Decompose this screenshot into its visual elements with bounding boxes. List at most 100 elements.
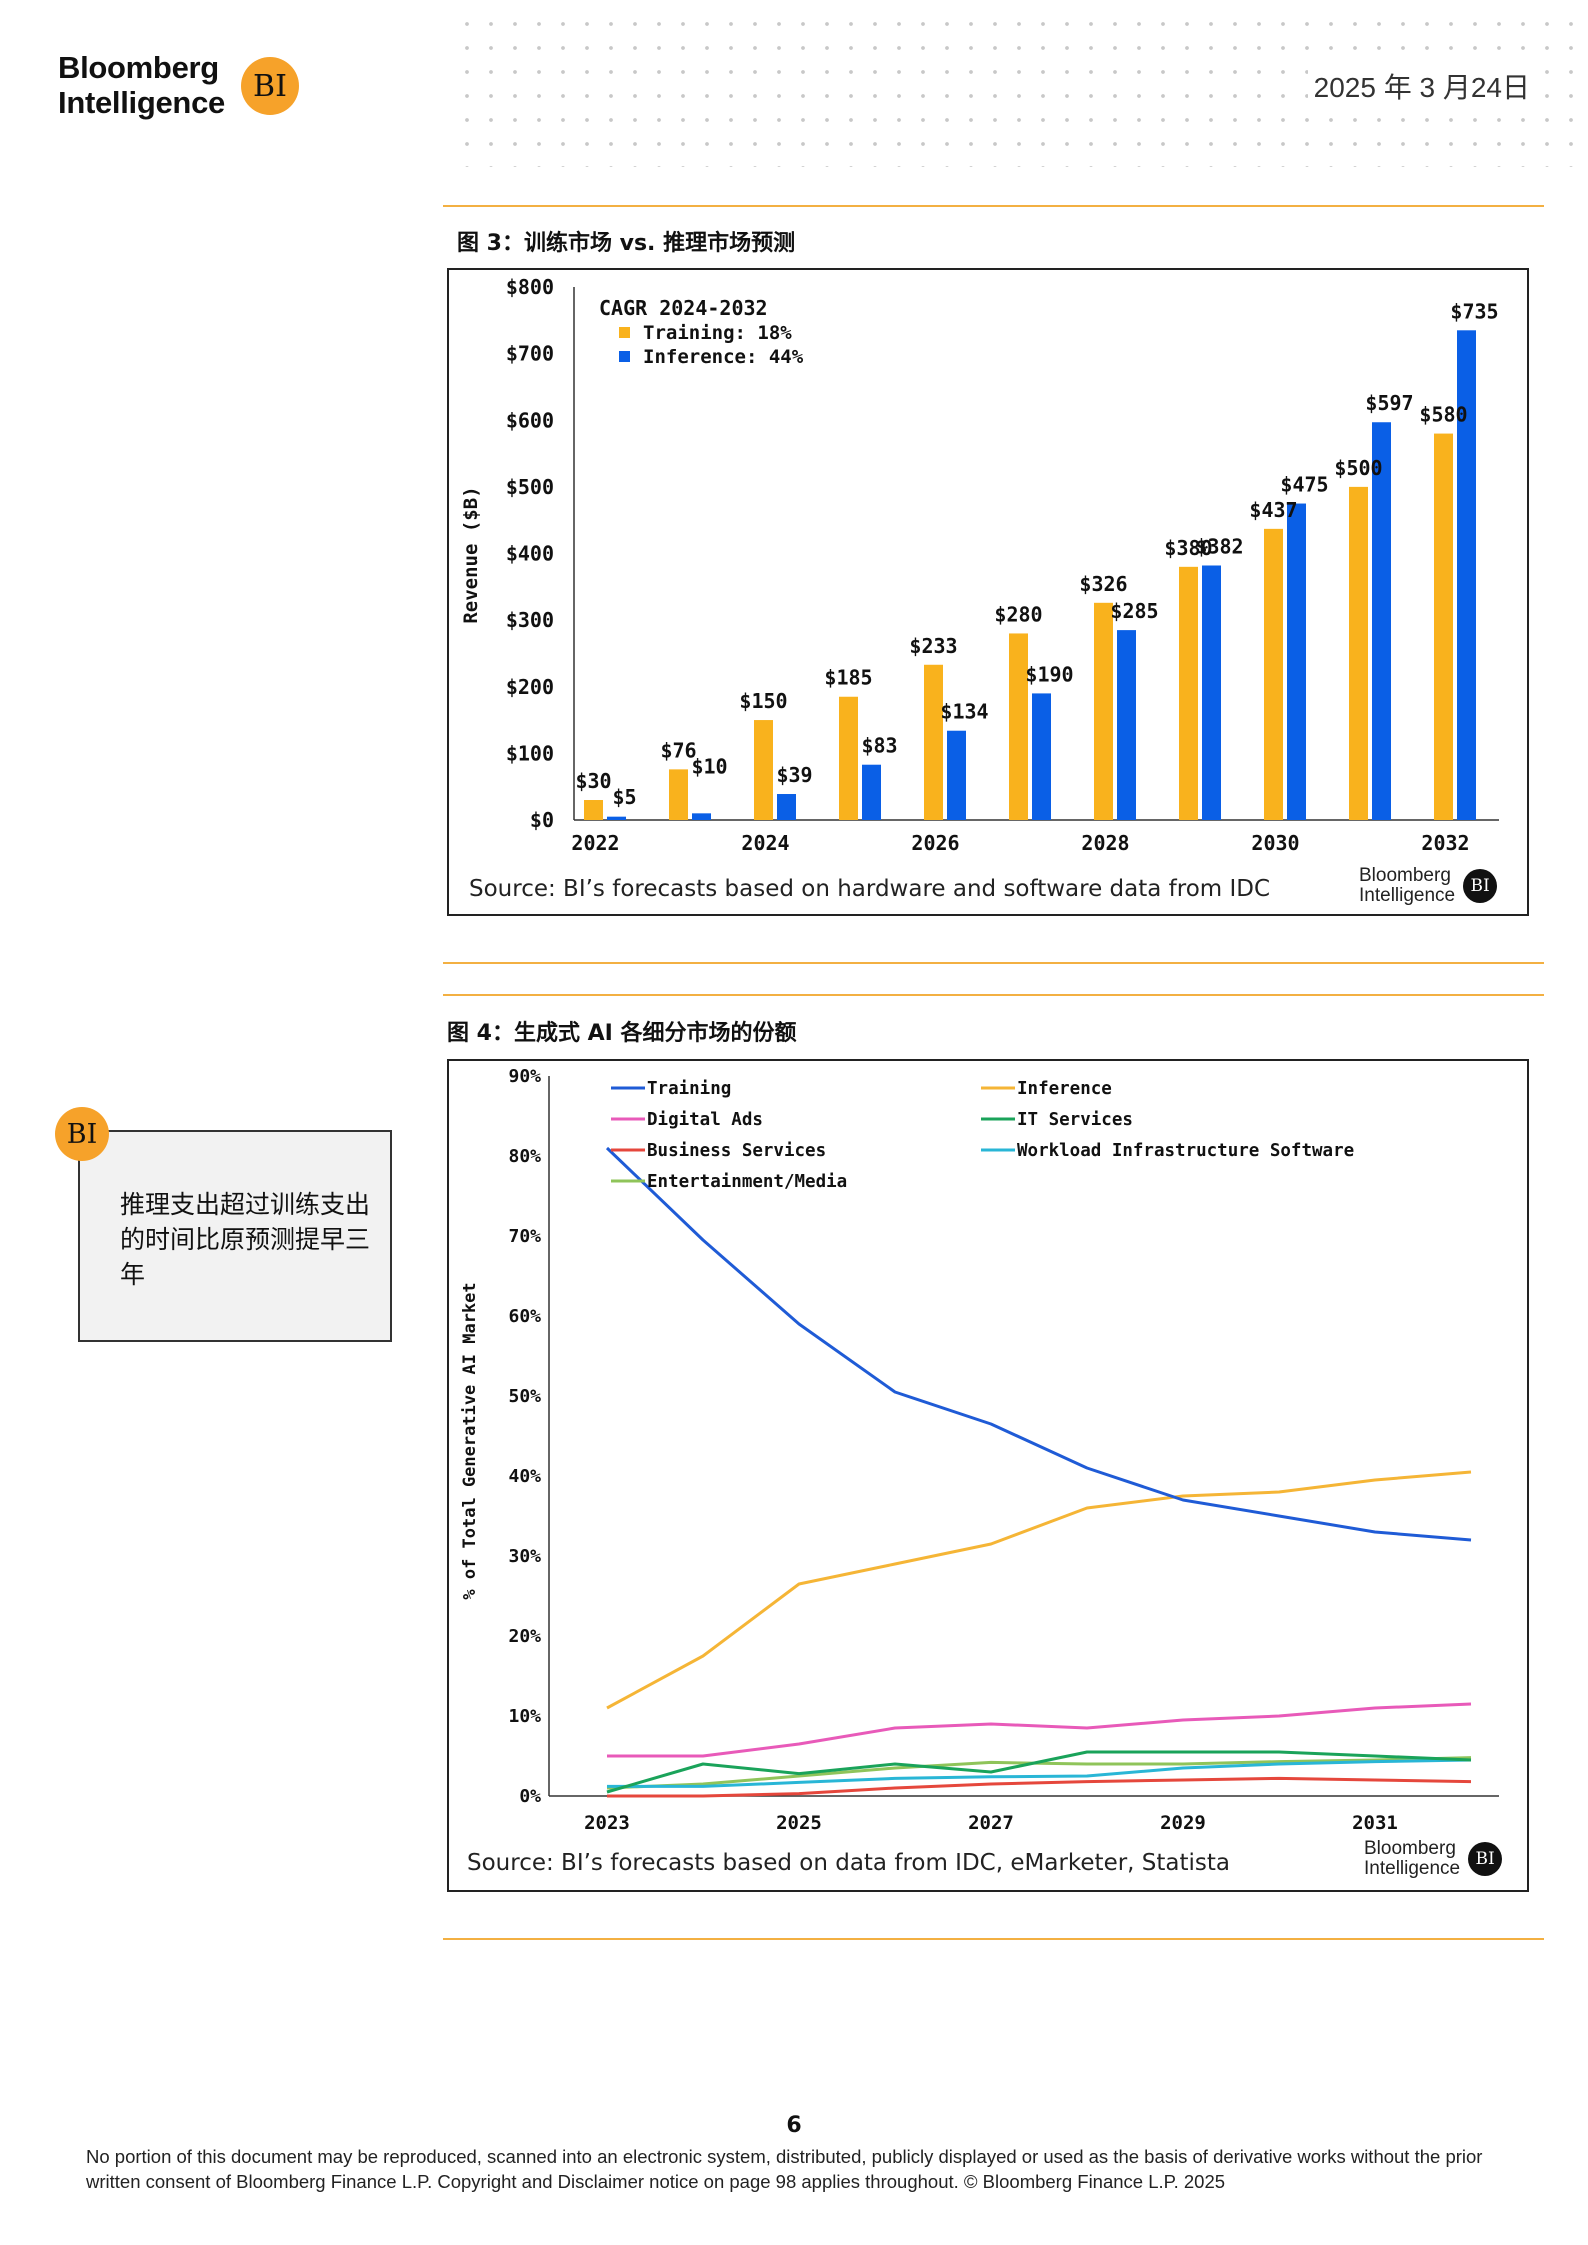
legend-label: Training: 18% — [643, 322, 792, 344]
figure3-source: Source: BI’s forecasts based on hardware… — [469, 876, 1271, 902]
y-tick-label: $700 — [506, 342, 554, 366]
legend-label: Inference: 44% — [643, 346, 804, 368]
figure4-source: Source: BI’s forecasts based on data fro… — [467, 1850, 1231, 1876]
line-business-services — [607, 1776, 1472, 1798]
data-label-inference: $475 — [1280, 473, 1328, 497]
data-label-inference: $134 — [940, 700, 988, 724]
legend-label: Digital Ads — [647, 1110, 763, 1130]
bar-training — [1094, 602, 1113, 820]
x-tick-label: 2024 — [741, 831, 789, 855]
y-tick-label: $300 — [506, 608, 554, 632]
bi-logo-icon: BI — [241, 57, 299, 115]
x-tick-label: 2030 — [1251, 831, 1299, 855]
bar-training — [1264, 528, 1283, 820]
legend-label: Inference — [1017, 1079, 1112, 1099]
bar-training — [1009, 633, 1028, 820]
data-label-training: $326 — [1079, 572, 1127, 596]
bi-badge-icon: BI — [1463, 869, 1498, 903]
bar-training — [839, 696, 858, 820]
data-label-training: $437 — [1249, 498, 1297, 522]
bar-inference — [1287, 503, 1306, 820]
data-label-training: $233 — [909, 634, 957, 658]
x-tick-label: 2029 — [1160, 1812, 1206, 1834]
y-tick-label: 50% — [508, 1386, 541, 1407]
data-label-training: $280 — [994, 602, 1042, 626]
y-tick-label: 10% — [508, 1706, 541, 1727]
bar-inference — [692, 813, 711, 820]
bar-training — [924, 664, 943, 820]
y-tick-label: 60% — [508, 1306, 541, 1327]
bar-training — [1434, 433, 1453, 820]
figure3-chart: $0 $100 $200 $300 $400 $500 $600 $700 $800 Revenu… — [447, 268, 1529, 916]
bar-chart-svg: $0 $100 $200 $300 $400 $500 $600 $700 $800 Revenu… — [460, 275, 1499, 855]
logo-line2: Intelligence — [58, 85, 225, 120]
bloomberg-intelligence-logo: Bloomberg Intelligence BI — [58, 50, 308, 130]
data-label-inference: $190 — [1025, 662, 1073, 686]
figure3-brand: Bloomberg Intelligence BI — [1359, 866, 1498, 906]
line-digital-ads — [607, 1702, 1472, 1758]
bi-badge-icon: BI — [1468, 1842, 1503, 1876]
legend-title: CAGR 2024-2032 — [599, 296, 768, 320]
report-date: 2025 年 3 月24日 — [1307, 66, 1536, 106]
y-tick-label: $0 — [530, 808, 554, 832]
y-axis-title: Revenue ($B) — [460, 486, 482, 623]
x-tick-label: 2025 — [776, 1812, 822, 1834]
data-label-inference: $597 — [1365, 391, 1413, 415]
y-tick-label: 90% — [508, 1066, 541, 1087]
y-tick-label: $200 — [506, 675, 554, 699]
bar-inference — [777, 794, 796, 820]
bar-inference — [862, 764, 881, 820]
data-label-inference: $382 — [1195, 534, 1243, 558]
line-it-services — [606, 1750, 1472, 1794]
data-label-training: $500 — [1334, 456, 1382, 480]
data-label-inference: $285 — [1110, 599, 1158, 623]
y-axis-title: % of Total Generative AI Market — [460, 1282, 480, 1599]
divider-bottom — [443, 1938, 1544, 1940]
y-tick-label: 20% — [508, 1626, 541, 1647]
figure4-chart: 0% 10% 20% 30% 40% 50% 60% 70% 80% 90% % of Total … — [447, 1059, 1529, 1892]
x-tick-label: 2027 — [968, 1812, 1014, 1834]
y-tick-label: $100 — [506, 741, 554, 765]
data-label-inference: $5 — [612, 785, 636, 809]
bar-training — [754, 720, 773, 820]
legend-label: Entertainment/Media — [647, 1172, 847, 1192]
bar-inference — [1117, 630, 1136, 820]
data-label-inference: $39 — [776, 763, 812, 787]
line-chart-svg: 0% 10% 20% 30% 40% 50% 60% 70% 80% 90% % of Total … — [460, 1066, 1499, 1834]
data-label-inference: $83 — [861, 734, 897, 758]
data-label-training: $580 — [1419, 403, 1467, 427]
data-label-inference: $10 — [691, 754, 727, 778]
bar-inference — [607, 816, 626, 820]
x-tick-label: 2026 — [911, 831, 959, 855]
x-tick-label: 2032 — [1421, 831, 1469, 855]
x-tick-label: 2023 — [584, 1812, 630, 1834]
bar-inference — [947, 730, 966, 820]
bar-inference — [1457, 330, 1476, 820]
data-label-training: $185 — [824, 666, 872, 690]
bi-callout-icon: BI — [55, 1107, 109, 1161]
page-number: 6 — [786, 2113, 802, 2138]
bar-training — [669, 769, 688, 820]
data-label-training: $30 — [575, 769, 611, 793]
legend-label: Training — [647, 1079, 731, 1099]
y-tick-label: $600 — [506, 408, 554, 432]
y-tick-label: 40% — [508, 1466, 541, 1487]
divider-mid-2 — [443, 994, 1544, 996]
bar-training — [1179, 566, 1198, 820]
legend-label: IT Services — [1017, 1110, 1133, 1130]
y-tick-label: $500 — [506, 475, 554, 499]
brand-line2: Intelligence — [1359, 885, 1456, 906]
bar-training — [1349, 486, 1368, 820]
figure3-title: 图 3：训练市场 vs. 推理市场预测 — [457, 231, 796, 256]
legend-label: Business Services — [647, 1141, 826, 1161]
legend-swatch — [619, 327, 630, 338]
x-tick-label: 2028 — [1081, 831, 1129, 855]
callout-box: 推理支出超过训练支出的时间比原预测提早三年 — [78, 1130, 392, 1342]
y-tick-label: 30% — [508, 1546, 541, 1567]
footer-disclaimer: No portion of this document may be repro… — [86, 2146, 1483, 2192]
x-tick-label: 2031 — [1352, 1812, 1398, 1834]
figure4-brand: Bloomberg Intelligence BI — [1364, 1839, 1503, 1879]
logo-line1: Bloomberg — [58, 50, 219, 85]
data-label-training: $76 — [660, 738, 696, 762]
figure4-title: 图 4：生成式 AI 各细分市场的份额 — [447, 1021, 797, 1046]
